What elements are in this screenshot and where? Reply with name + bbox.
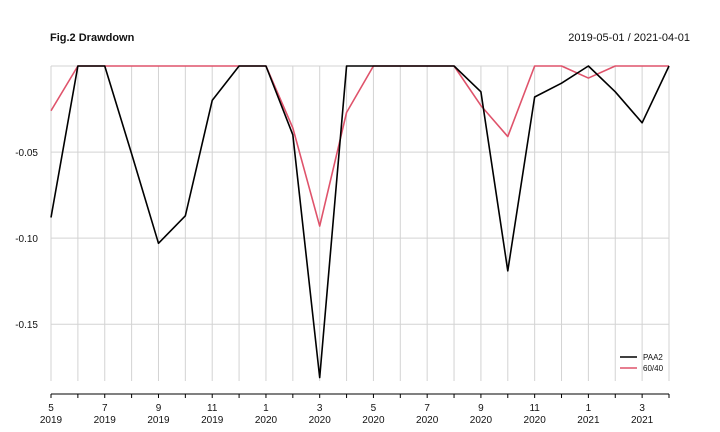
x-tick-label-year: 2020 xyxy=(362,415,385,426)
x-tick-label-month: 5 xyxy=(371,403,377,414)
x-tick-label-year: 2021 xyxy=(577,415,600,426)
x-axis: 5201972019920191120191202032020520207202… xyxy=(40,393,670,426)
x-tick-label-year: 2020 xyxy=(309,415,332,426)
date-range-label: 2019-05-01 / 2021-04-01 xyxy=(568,32,690,44)
grid xyxy=(50,65,670,381)
x-tick-label-year: 2019 xyxy=(201,415,224,426)
x-tick-label-month: 9 xyxy=(156,403,162,414)
x-tick-label-month: 1 xyxy=(263,403,269,414)
x-tick-label-month: 3 xyxy=(639,403,645,414)
x-tick-label-year: 2021 xyxy=(631,415,654,426)
legend: PAA2 60/40 xyxy=(620,353,664,373)
series-line-paa2 xyxy=(50,65,670,379)
y-axis: -0.05 -0.10 -0.15 xyxy=(15,148,38,331)
x-tick-label-year: 2020 xyxy=(255,415,278,426)
x-tick-label-month: 1 xyxy=(586,403,592,414)
y-tick-label: -0.15 xyxy=(15,320,38,331)
x-tick-label-year: 2020 xyxy=(470,415,493,426)
x-tick-label-year: 2020 xyxy=(524,415,547,426)
chart-title: Fig.2 Drawdown xyxy=(50,32,135,44)
y-tick-label: -0.10 xyxy=(15,234,38,245)
x-tick-label-month: 9 xyxy=(478,403,484,414)
series-line-60-40 xyxy=(50,65,669,227)
x-tick-label-month: 7 xyxy=(102,403,108,414)
y-tick-label: -0.05 xyxy=(15,148,38,159)
x-tick-label-month: 5 xyxy=(48,403,54,414)
x-tick-label-month: 7 xyxy=(424,403,430,414)
x-tick-label-month: 3 xyxy=(317,403,323,414)
x-tick-label-year: 2019 xyxy=(147,415,170,426)
legend-label: 60/40 xyxy=(643,364,664,373)
legend-label: PAA2 xyxy=(643,353,663,362)
x-tick-label-year: 2020 xyxy=(416,415,439,426)
series-lines xyxy=(50,65,670,379)
x-tick-label-month: 11 xyxy=(207,403,218,414)
x-tick-label-year: 2019 xyxy=(40,415,63,426)
x-tick-label-month: 11 xyxy=(529,403,540,414)
x-tick-label-year: 2019 xyxy=(94,415,117,426)
